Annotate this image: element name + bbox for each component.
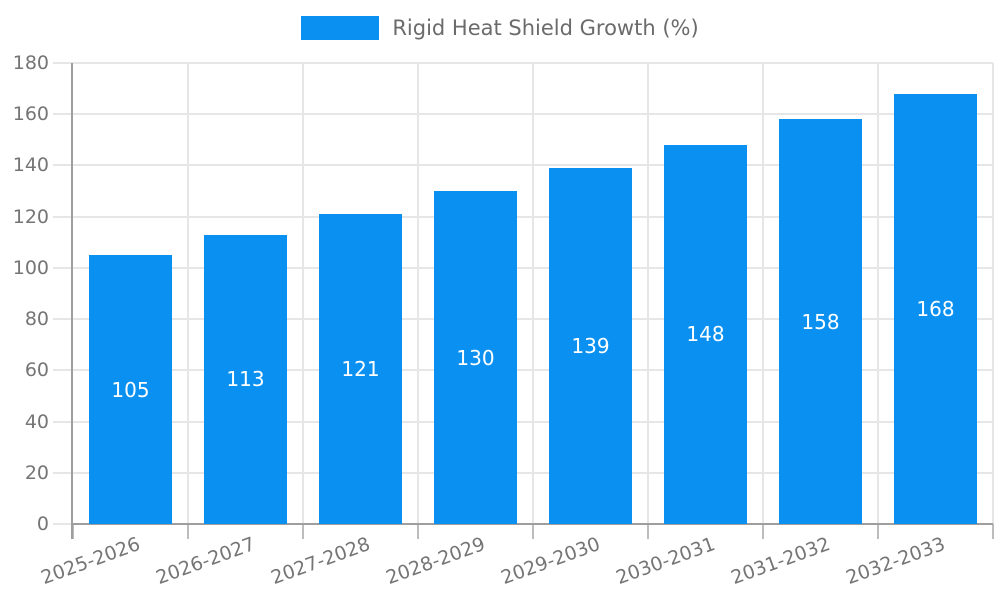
y-tick-label: 0 — [36, 513, 49, 535]
x-tick-label: 2025-2026 — [38, 533, 144, 590]
y-tick-mark — [53, 523, 73, 525]
x-tick-mark — [302, 524, 304, 539]
gridline-horizontal — [53, 113, 993, 116]
bar — [319, 214, 402, 524]
x-tick-label: 2027-2028 — [268, 533, 374, 590]
x-tick-mark — [72, 524, 74, 539]
x-tick-mark — [762, 524, 764, 539]
y-axis-line — [71, 63, 73, 539]
gridline-horizontal — [53, 62, 993, 64]
bar — [89, 255, 172, 524]
y-tick-label: 40 — [24, 410, 49, 433]
x-tick-mark — [877, 524, 879, 539]
bar-value-label: 105 — [111, 377, 150, 402]
gridline-vertical — [992, 63, 994, 524]
y-tick-label: 140 — [12, 154, 49, 177]
gridline-horizontal — [53, 471, 993, 474]
bar — [894, 93, 977, 524]
y-tick-label: 160 — [12, 103, 49, 126]
bar-value-label: 121 — [341, 357, 380, 382]
gridline-vertical — [647, 63, 649, 524]
x-tick-label: 2031-2032 — [728, 533, 834, 590]
x-tick-label: 2026-2027 — [153, 533, 259, 590]
gridline-horizontal — [53, 164, 993, 167]
gridline-vertical — [302, 63, 304, 524]
chart-legend: Rigid Heat Shield Growth (%) — [0, 16, 1000, 40]
bar — [204, 234, 287, 524]
x-tick-mark — [417, 524, 419, 539]
legend-swatch — [301, 16, 380, 40]
bar — [664, 144, 747, 524]
y-tick-label: 120 — [12, 205, 49, 228]
x-tick-label: 2029-2030 — [498, 533, 604, 590]
gridline-vertical — [417, 63, 419, 524]
bar-value-label: 148 — [686, 322, 725, 347]
y-tick-label: 80 — [24, 308, 49, 331]
gridline-vertical — [532, 63, 534, 524]
x-tick-label: 2032-2033 — [843, 533, 949, 590]
bar — [434, 191, 517, 524]
x-tick-mark — [647, 524, 649, 539]
gridline-horizontal — [53, 318, 993, 321]
y-tick-label: 100 — [12, 256, 49, 279]
x-tick-label: 2028-2029 — [383, 533, 489, 590]
gridline-horizontal — [53, 369, 993, 372]
gridline-horizontal — [53, 266, 993, 269]
legend-label: Rigid Heat Shield Growth (%) — [392, 16, 699, 40]
gridline-vertical — [762, 63, 764, 524]
y-tick-label: 180 — [12, 52, 49, 74]
x-axis-line — [71, 523, 993, 525]
y-tick-label: 20 — [24, 461, 49, 484]
bar — [549, 168, 632, 524]
gridline-vertical — [877, 63, 879, 524]
gridline-horizontal — [53, 420, 993, 423]
x-tick-label: 2030-2031 — [613, 533, 719, 590]
bar-value-label: 168 — [916, 296, 955, 321]
gridline-vertical — [187, 63, 189, 524]
x-tick-mark — [992, 524, 994, 539]
bar — [779, 119, 862, 524]
bar-value-label: 130 — [456, 345, 495, 370]
gridline-horizontal — [53, 215, 993, 218]
x-tick-mark — [532, 524, 534, 539]
bar-value-label: 113 — [226, 367, 265, 392]
bar-value-label: 139 — [571, 334, 610, 358]
bar-value-label: 158 — [801, 309, 840, 334]
y-tick-label: 60 — [24, 359, 49, 382]
x-tick-mark — [187, 524, 189, 539]
